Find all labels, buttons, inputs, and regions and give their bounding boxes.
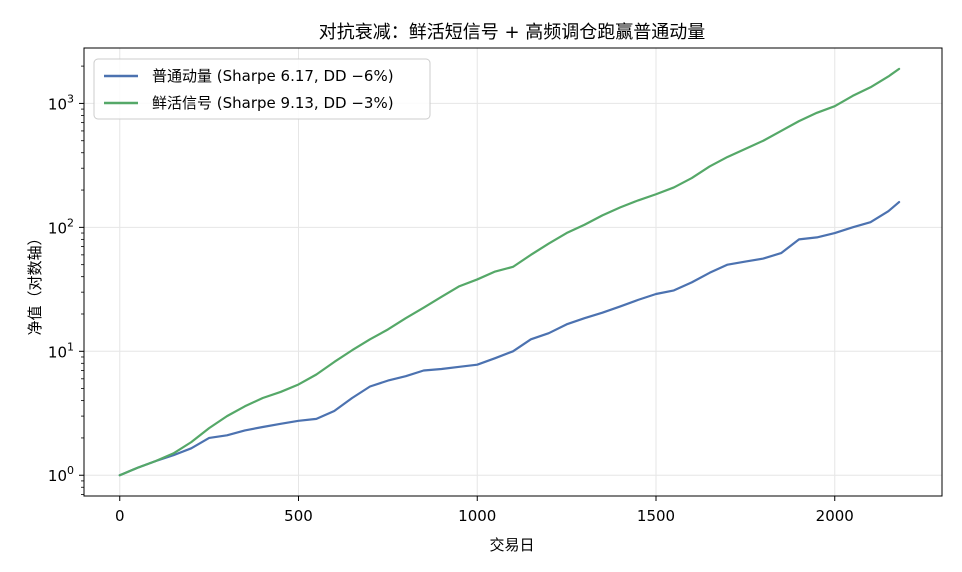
x-tick-label: 500 xyxy=(284,507,313,525)
legend-box xyxy=(93,58,431,120)
y-tick-label: 103 xyxy=(48,92,74,113)
legend: 普通动量 (Sharpe 6.17, DD −6%) 鲜活信号 (Sharpe 9… xyxy=(93,58,431,120)
plot-area: 0 500 1000 1500 2000 100 101 102 103 普通动量 (Sharpe… xyxy=(48,47,943,525)
y-tick-label: 100 xyxy=(48,464,74,485)
y-tick-label: 101 xyxy=(48,340,74,361)
legend-label-1: 普通动量 (Sharpe 6.17, DD −6%) xyxy=(152,67,394,85)
x-tick-label: 1500 xyxy=(637,507,675,525)
x-tick-label: 0 xyxy=(115,507,125,525)
y-axis-title: 净值（对数轴） xyxy=(26,230,44,335)
legend-label-2: 鲜活信号 (Sharpe 9.13, DD −3%) xyxy=(152,94,394,112)
y-tick-label: 102 xyxy=(48,216,74,237)
series-line-2 xyxy=(118,67,901,477)
series-line-1 xyxy=(118,200,901,477)
x-tick-label: 1000 xyxy=(458,507,496,525)
axes-frame xyxy=(83,47,943,497)
chart-title: 对抗衰减：鲜活短信号 + 高频调仓跑赢普通动量 xyxy=(319,21,706,43)
x-axis-title: 交易日 xyxy=(489,536,534,554)
x-tick-label: 2000 xyxy=(816,507,854,525)
